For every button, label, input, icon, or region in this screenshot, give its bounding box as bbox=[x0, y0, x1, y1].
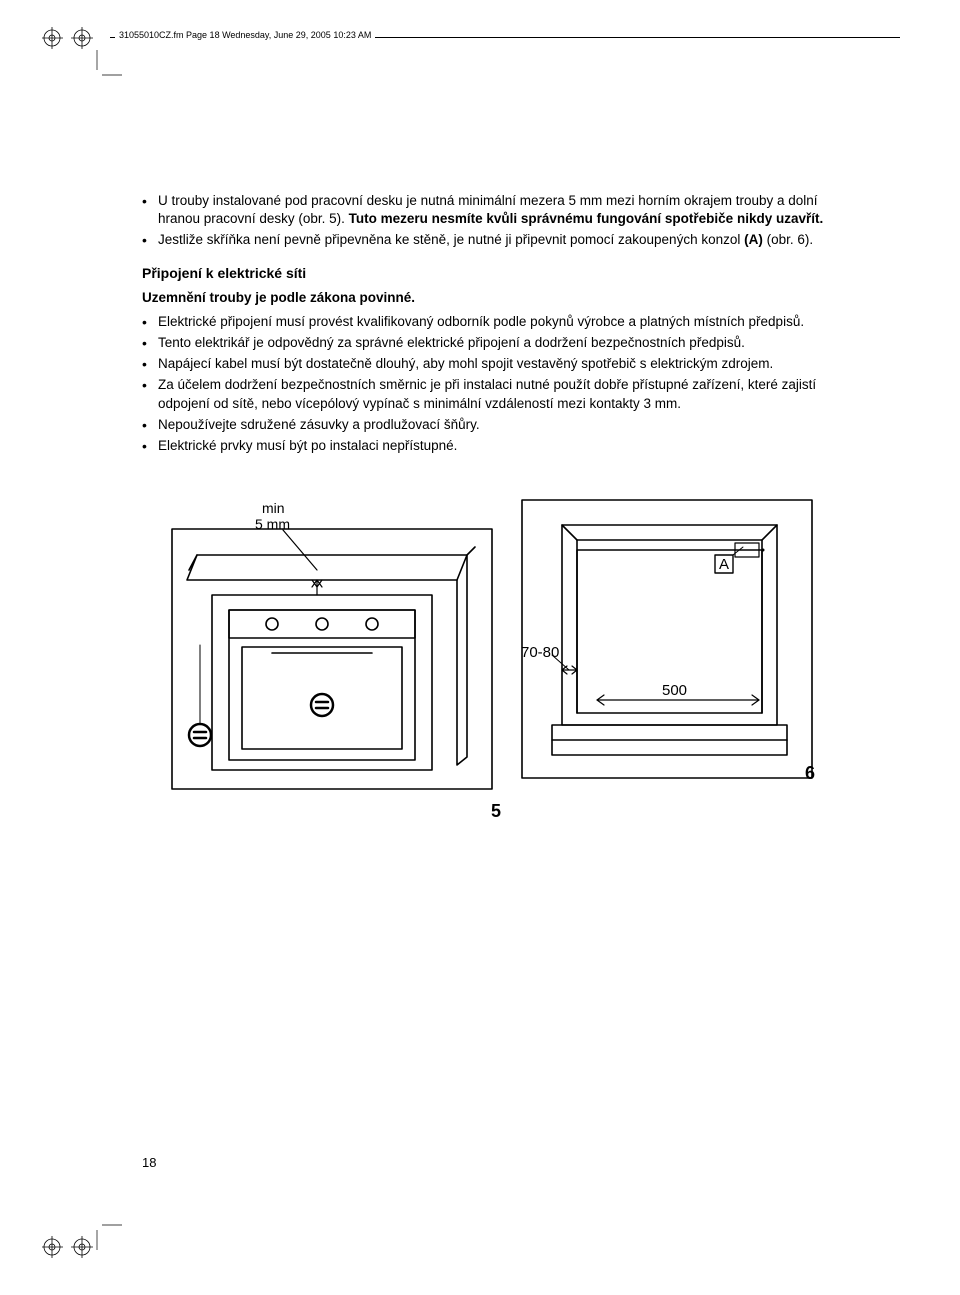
list-item: Tento elektrikář je odpovědný za správné… bbox=[142, 334, 842, 352]
list-item: Jestliže skříňka není pevně připevněna k… bbox=[142, 231, 842, 249]
figures-row: min 5 mm 5 bbox=[142, 495, 842, 805]
list-item: Za účelem dodržení bezpečnostních směrni… bbox=[142, 376, 842, 412]
section1-list: U trouby instalované pod pracovní desku … bbox=[142, 192, 842, 250]
fig5-label-dim: 5 mm bbox=[255, 516, 290, 532]
fig6-label-gap: 70-80 bbox=[521, 644, 559, 661]
list-item: Elektrické připojení musí provést kvalif… bbox=[142, 313, 842, 331]
figure-number-6: 6 bbox=[805, 761, 815, 785]
text: (obr. 6). bbox=[763, 232, 813, 247]
header-filemark: 31055010CZ.fm Page 18 Wednesday, June 29… bbox=[115, 30, 375, 40]
text-bold: Tuto mezeru nesmíte kvůli správnému fung… bbox=[349, 211, 824, 226]
text: Jestliže skříňka není pevně připevněna k… bbox=[158, 232, 744, 247]
list-item: U trouby instalované pod pracovní desku … bbox=[142, 192, 842, 228]
crop-mark-tl bbox=[72, 50, 122, 100]
figure-6: A 70-80 500 6 bbox=[517, 495, 817, 791]
footer-register-marks bbox=[42, 1235, 98, 1259]
list-item: Napájecí kabel musí být dostatečně dlouh… bbox=[142, 355, 842, 373]
figure-number-5: 5 bbox=[491, 799, 501, 823]
section2-heading: Připojení k elektrické síti bbox=[142, 264, 842, 283]
list-item: Nepoužívejte sdružené zásuvky a prodlužo… bbox=[142, 416, 842, 434]
page-number: 18 bbox=[142, 1155, 156, 1170]
list-item: Elektrické prvky musí být po instalaci n… bbox=[142, 437, 842, 455]
section2-list: Elektrické připojení musí provést kvalif… bbox=[142, 313, 842, 456]
page-content: U trouby instalované pod pracovní desku … bbox=[142, 192, 842, 805]
fig6-label-A: A bbox=[719, 556, 729, 573]
figure-5: min 5 mm 5 bbox=[167, 495, 507, 805]
text-bold: (A) bbox=[744, 232, 763, 247]
fig6-label-width: 500 bbox=[662, 682, 687, 699]
section2-subheading: Uzemnění trouby je podle zákona povinné. bbox=[142, 289, 842, 307]
fig5-label-min: min bbox=[262, 500, 285, 516]
